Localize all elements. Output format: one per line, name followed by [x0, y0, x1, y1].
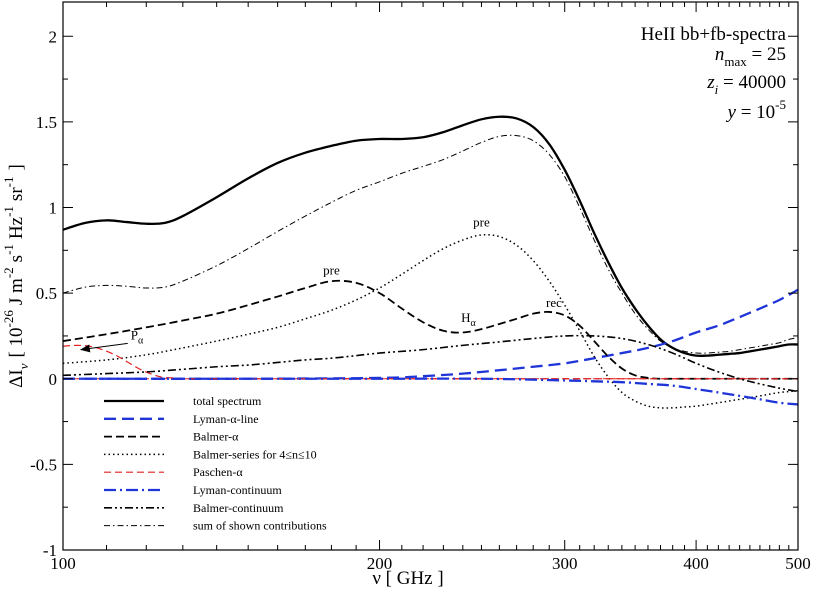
- x-tick-label: 100: [50, 554, 76, 573]
- series-paschen: [63, 344, 798, 380]
- info-zi: zi = 40000: [706, 72, 786, 97]
- x-tick-label: 500: [785, 554, 811, 573]
- legend-item-sum-of-shown-contributions: sum of shown contributions: [104, 519, 327, 533]
- series-balmer: [63, 279, 798, 380]
- p-alpha-arrow: [79, 342, 128, 353]
- annotation-h-alpha: Hα: [461, 310, 476, 329]
- info-title: HeII bb+fb-spectra: [641, 24, 787, 45]
- annotation-pre-balmer-series: pre: [473, 214, 490, 229]
- legend-item-balmer: Balmer-α: [104, 430, 239, 444]
- legend-item-balmer-continuum: Balmer-continuum: [104, 501, 284, 515]
- legend-label: Lyman-continuum: [193, 483, 282, 497]
- legend-item-total-spectrum: total spectrum: [104, 394, 262, 408]
- annotation-rec: rec: [546, 295, 562, 310]
- legend-label: sum of shown contributions: [193, 519, 327, 533]
- y-tick-label: 1: [49, 199, 58, 218]
- legend-label: total spectrum: [193, 394, 262, 408]
- y-axis-label: ΔIν[ 10-26J m-2s-1Hz-1sr-1]: [1, 164, 31, 388]
- plot-area: [63, 2, 798, 550]
- x-axis-label: ν [ GHz ]: [372, 568, 443, 589]
- legend-item-lyman-continuum: Lyman-continuum: [104, 483, 282, 497]
- ticks-group: 100 200 300 400 500 -1 -0.5 0 0.5 1 1.5 2: [30, 2, 811, 573]
- series-sum-of-shown-contributions: [63, 134, 798, 354]
- x-tick-label: 200: [367, 554, 393, 573]
- legend-label: Balmer-series for 4≤n≤10: [193, 447, 317, 461]
- legend-item-lyman-line: Lyman-α-line: [104, 412, 259, 426]
- info-nmax: nmax = 25: [715, 44, 786, 69]
- series-total-spectrum: [63, 115, 798, 358]
- y-tick-label: -1: [43, 541, 57, 560]
- y-tick-label: 0: [49, 370, 58, 389]
- plot-frame: [62, 1, 799, 551]
- info-box: HeII bb+fb-spectra nmax = 25 zi = 40000 …: [641, 24, 787, 123]
- legend-label: Balmer-continuum: [193, 501, 284, 515]
- legend-label: Paschen-α: [193, 465, 243, 479]
- legend: total spectrum Lyman-α-line Balmer-α Balmer…: [104, 394, 327, 533]
- annotations-group: pre pre rec Hα Pα: [79, 214, 562, 353]
- x-tick-label: 300: [552, 554, 578, 573]
- annotation-pre-balmer-alpha: pre: [323, 262, 340, 277]
- legend-label: Lyman-α-line: [193, 412, 259, 426]
- legend-item-balmer-series-for-4-n-10: Balmer-series for 4≤n≤10: [104, 447, 317, 461]
- y-tick-label: -0.5: [30, 455, 57, 474]
- info-y: y = 10-5: [726, 97, 787, 123]
- legend-item-paschen: Paschen-α: [104, 465, 243, 479]
- x-tick-label: 400: [683, 554, 709, 573]
- series-group: [63, 115, 798, 409]
- y-tick-label: 0.5: [36, 284, 57, 303]
- series-lyman-continuum: [63, 377, 798, 406]
- annotation-p-alpha: Pα: [131, 327, 144, 346]
- y-tick-label: 2: [49, 27, 58, 46]
- y-tick-label: 1.5: [36, 113, 57, 132]
- legend-label: Balmer-α: [193, 430, 239, 444]
